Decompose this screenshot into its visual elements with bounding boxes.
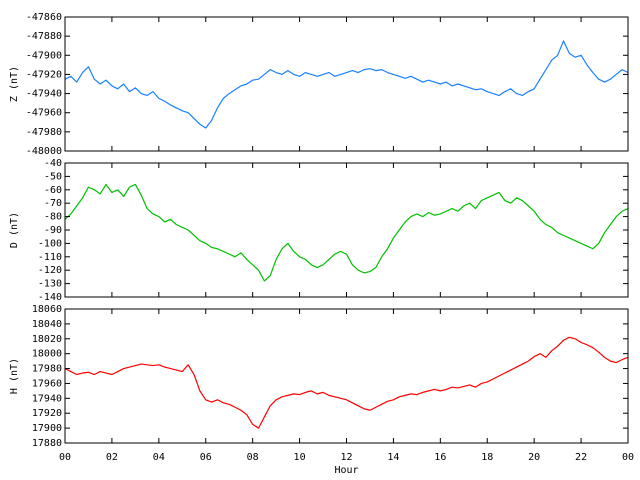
y-tick-label: 17900 xyxy=(32,423,62,434)
y-tick-label: 17880 xyxy=(32,438,62,449)
y-tick-label: -140 xyxy=(38,292,62,303)
data-line xyxy=(64,336,629,429)
x-tick-label: 20 xyxy=(528,452,540,463)
y-tick-label: -47980 xyxy=(26,127,62,138)
y-tick-label: -47900 xyxy=(26,50,62,61)
y-tick-label: -120 xyxy=(38,265,62,276)
x-tick-label: 00 xyxy=(59,452,71,463)
y-tick-label: 17940 xyxy=(32,393,62,404)
y-tick-label: -40 xyxy=(44,158,62,169)
y-tick-label: 18000 xyxy=(32,349,62,360)
y-tick-label: 18020 xyxy=(32,334,62,345)
y-tick-label: -50 xyxy=(44,171,62,182)
y-tick-label: -110 xyxy=(38,252,62,263)
data-line xyxy=(64,40,629,129)
data-line xyxy=(64,183,629,282)
y-axis-label: D (nT) xyxy=(9,212,20,248)
y-axis-label: H (nT) xyxy=(9,358,20,394)
x-tick-label: 14 xyxy=(387,452,399,463)
y-axis-label: Z (nT) xyxy=(9,66,20,102)
x-tick-label: 02 xyxy=(106,452,118,463)
x-tick-label: 10 xyxy=(294,452,306,463)
y-tick-label: -47880 xyxy=(26,31,62,42)
y-tick-label: -90 xyxy=(44,225,62,236)
y-tick-label: -60 xyxy=(44,185,62,196)
y-tick-label: 17980 xyxy=(32,364,62,375)
x-tick-label: 22 xyxy=(575,452,587,463)
y-tick-label: -100 xyxy=(38,238,62,249)
y-tick-label: -80 xyxy=(44,212,62,223)
x-tick-label: 04 xyxy=(153,452,165,463)
x-tick-label: 16 xyxy=(434,452,446,463)
y-tick-label: -47960 xyxy=(26,108,62,119)
x-tick-label: 18 xyxy=(481,452,493,463)
plot-frame xyxy=(64,162,629,298)
x-tick-label: 06 xyxy=(200,452,212,463)
y-tick-label: -48000 xyxy=(26,146,62,157)
plot-frame xyxy=(64,16,629,152)
x-tick-label: 08 xyxy=(247,452,259,463)
y-tick-label: -47920 xyxy=(26,69,62,80)
x-tick-label: 12 xyxy=(340,452,352,463)
x-axis-label: Hour xyxy=(334,465,358,476)
y-tick-label: -130 xyxy=(38,279,62,290)
x-tick-label: 00 xyxy=(622,452,634,463)
plot-frame xyxy=(64,308,629,444)
y-tick-label: 18060 xyxy=(32,304,62,315)
y-tick-label: 17960 xyxy=(32,378,62,389)
y-tick-label: -47860 xyxy=(26,12,62,23)
y-tick-label: 18040 xyxy=(32,319,62,330)
y-tick-label: 17920 xyxy=(32,408,62,419)
y-tick-label: -47940 xyxy=(26,89,62,100)
y-tick-label: -70 xyxy=(44,198,62,209)
